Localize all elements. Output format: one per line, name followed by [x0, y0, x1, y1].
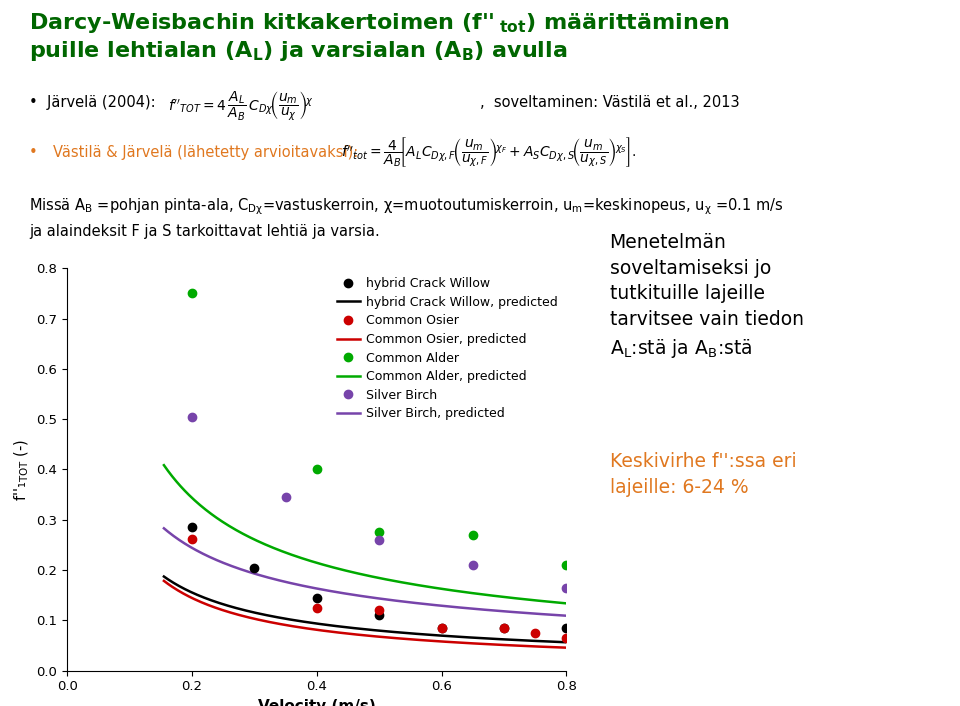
Text: puille lehtialan (A$_\mathregular{L}$) ja varsialan (A$_\mathregular{B}$) avulla: puille lehtialan (A$_\mathregular{L}$) j…	[29, 39, 567, 63]
Text: •: •	[29, 145, 37, 160]
Text: $f''_{tot} = \dfrac{4}{A_B}\!\left[A_L C_{D\chi,F}\!\left(\dfrac{u_m}{u_{\chi,F}: $f''_{tot} = \dfrac{4}{A_B}\!\left[A_L C…	[341, 136, 636, 169]
Text: Darcy-Weisbachin kitkakertoimen (f'' $_\mathregular{tot}$) määrittäminen: Darcy-Weisbachin kitkakertoimen (f'' $_\…	[29, 11, 730, 35]
Text: Menetelmän
soveltamiseksi jo
tutkituille lajeille
tarvitsee vain tiedon
A$_\math: Menetelmän soveltamiseksi jo tutkituille…	[610, 233, 804, 360]
Text: Missä A$_\mathregular{B}$ =pohjan pinta-ala, C$_\mathregular{Dχ}$=vastuskerroin,: Missä A$_\mathregular{B}$ =pohjan pinta-…	[29, 196, 783, 239]
Text: ,  soveltaminen: Västilä et al., 2013: , soveltaminen: Västilä et al., 2013	[480, 95, 739, 110]
Text: •  Järvelä (2004):: • Järvelä (2004):	[29, 95, 156, 110]
Text: $f''_{TOT} = 4\,\dfrac{A_L}{A_B}\,C_{D\chi}\!\left(\dfrac{u_m}{u_\chi}\right)^{\: $f''_{TOT} = 4\,\dfrac{A_L}{A_B}\,C_{D\c…	[168, 90, 314, 124]
X-axis label: Velocity (m/s): Velocity (m/s)	[258, 699, 375, 706]
Legend: hybrid Crack Willow, hybrid Crack Willow, predicted, Common Osier, Common Osier,: hybrid Crack Willow, hybrid Crack Willow…	[335, 275, 560, 423]
Text: Keskivirhe f'':ssa eri
lajeille: 6-24 %: Keskivirhe f'':ssa eri lajeille: 6-24 %	[610, 452, 796, 497]
Text: Västilä & Järvelä (lähetetty arvioitavaksi):: Västilä & Järvelä (lähetetty arvioitavak…	[53, 145, 358, 160]
Y-axis label: f''₁$_\mathregular{TOT}$ (-): f''₁$_\mathregular{TOT}$ (-)	[12, 438, 31, 501]
